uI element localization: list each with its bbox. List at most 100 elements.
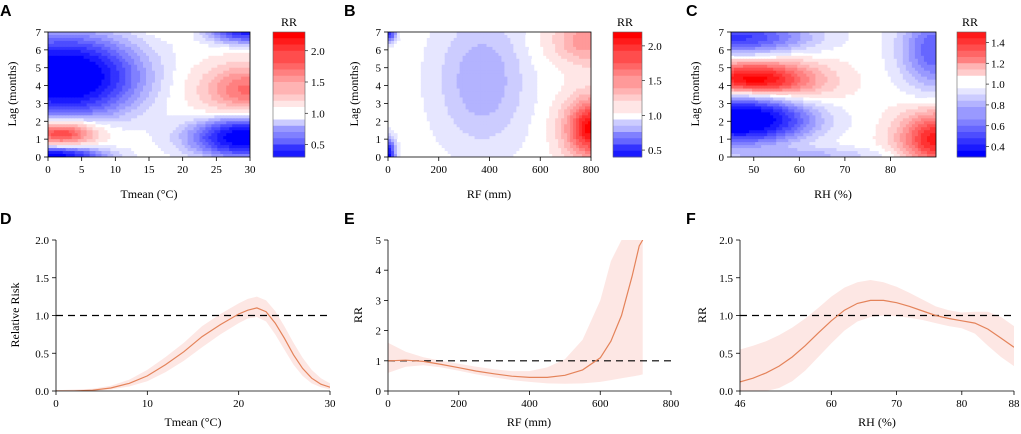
heat-cell — [149, 109, 153, 113]
heat-cell — [498, 34, 503, 39]
heat-cell — [450, 46, 455, 51]
heat-cell — [471, 37, 476, 42]
heat-cell — [157, 133, 162, 137]
heat-cell — [570, 70, 574, 75]
heat-cell — [567, 37, 571, 42]
heat-cell — [190, 85, 195, 90]
heat-cell — [181, 70, 186, 75]
heat-cell — [140, 46, 144, 51]
heat-cell — [570, 91, 574, 96]
heat-cell — [525, 115, 529, 119]
heat-cell — [65, 94, 70, 99]
heat-cell — [504, 106, 509, 110]
heat-cell — [98, 97, 103, 102]
heat-cell — [122, 127, 126, 131]
heat-cell — [585, 61, 589, 66]
heat-cell — [149, 40, 153, 45]
heat-cell — [465, 64, 470, 69]
heat-cell — [513, 97, 517, 102]
heat-cell — [531, 100, 535, 105]
heat-cell — [570, 142, 574, 146]
heat-cell — [68, 88, 73, 93]
heat-cell — [143, 124, 147, 128]
heat-cell — [160, 106, 165, 110]
heat-cell — [471, 142, 476, 146]
heat-cell — [205, 82, 210, 87]
heat-cell — [561, 88, 565, 93]
heat-cell — [59, 43, 64, 48]
heat-cell — [190, 100, 195, 105]
heat-cell — [143, 118, 147, 122]
heat-cell — [438, 40, 443, 45]
heat-cell — [56, 91, 61, 96]
heat-cell — [232, 94, 236, 99]
heat-cell — [459, 32, 464, 36]
heat-cell — [166, 79, 171, 84]
heat-cell — [101, 142, 106, 146]
heat-cell — [585, 37, 589, 42]
heat-cell — [522, 109, 526, 113]
heat-cell — [579, 142, 583, 146]
heat-cell — [86, 112, 91, 116]
heat-cell — [160, 91, 165, 96]
heat-cell — [205, 34, 210, 39]
heat-cell — [68, 34, 73, 39]
heat-cell — [190, 121, 195, 125]
heat-cell — [235, 148, 239, 152]
heat-cell — [444, 52, 449, 57]
heat-cell — [441, 106, 446, 110]
heat-cell — [208, 40, 212, 45]
heat-cell — [53, 82, 58, 87]
heat-cell — [396, 151, 401, 155]
heat-cell — [208, 94, 212, 99]
heat-cell — [157, 79, 162, 84]
heat-cell — [83, 151, 88, 155]
heat-cell — [432, 55, 437, 60]
heat-cell — [477, 79, 482, 84]
heat-cell — [214, 49, 218, 54]
heat-cell — [507, 112, 511, 116]
heat-cell — [53, 106, 58, 110]
heat-cell — [498, 46, 503, 51]
heat-cell — [468, 115, 473, 119]
heat-cell — [501, 76, 506, 81]
heat-cell — [211, 70, 215, 75]
heat-cell — [89, 76, 94, 81]
heat-cell — [441, 118, 446, 122]
heat-cell — [417, 76, 422, 81]
heat-cell — [247, 151, 250, 155]
heat-cell — [558, 151, 562, 155]
heat-cell — [211, 37, 215, 42]
heat-cell — [456, 46, 461, 51]
heat-cell — [450, 130, 455, 134]
heat-cell — [68, 79, 73, 84]
heat-cell — [465, 61, 470, 66]
heat-cell — [501, 73, 506, 78]
heat-cell — [178, 130, 183, 134]
heat-cell — [184, 142, 189, 146]
heat-cell — [101, 109, 106, 113]
heat-cell — [585, 40, 589, 45]
heat-cell — [561, 61, 565, 66]
heat-cell — [98, 85, 103, 90]
heat-cell — [423, 55, 428, 60]
heat-cell — [122, 64, 126, 69]
heat-cell — [450, 121, 455, 125]
heat-cell — [570, 127, 574, 131]
heat-cell — [474, 32, 479, 36]
heat-cell — [555, 79, 559, 84]
heat-cell — [140, 34, 144, 39]
heat-cell — [459, 49, 464, 54]
legend-swatch — [273, 32, 305, 39]
heat-cell — [169, 91, 174, 96]
heat-cell — [474, 103, 479, 108]
heat-cell — [429, 88, 434, 93]
heat-cell — [495, 136, 500, 140]
heat-cell — [71, 76, 76, 81]
heat-cell — [561, 148, 565, 152]
heat-cell — [483, 130, 488, 134]
heat-cell — [151, 40, 156, 45]
heat-cell — [202, 91, 207, 96]
heat-cell — [160, 85, 165, 90]
heat-cell — [131, 121, 135, 125]
